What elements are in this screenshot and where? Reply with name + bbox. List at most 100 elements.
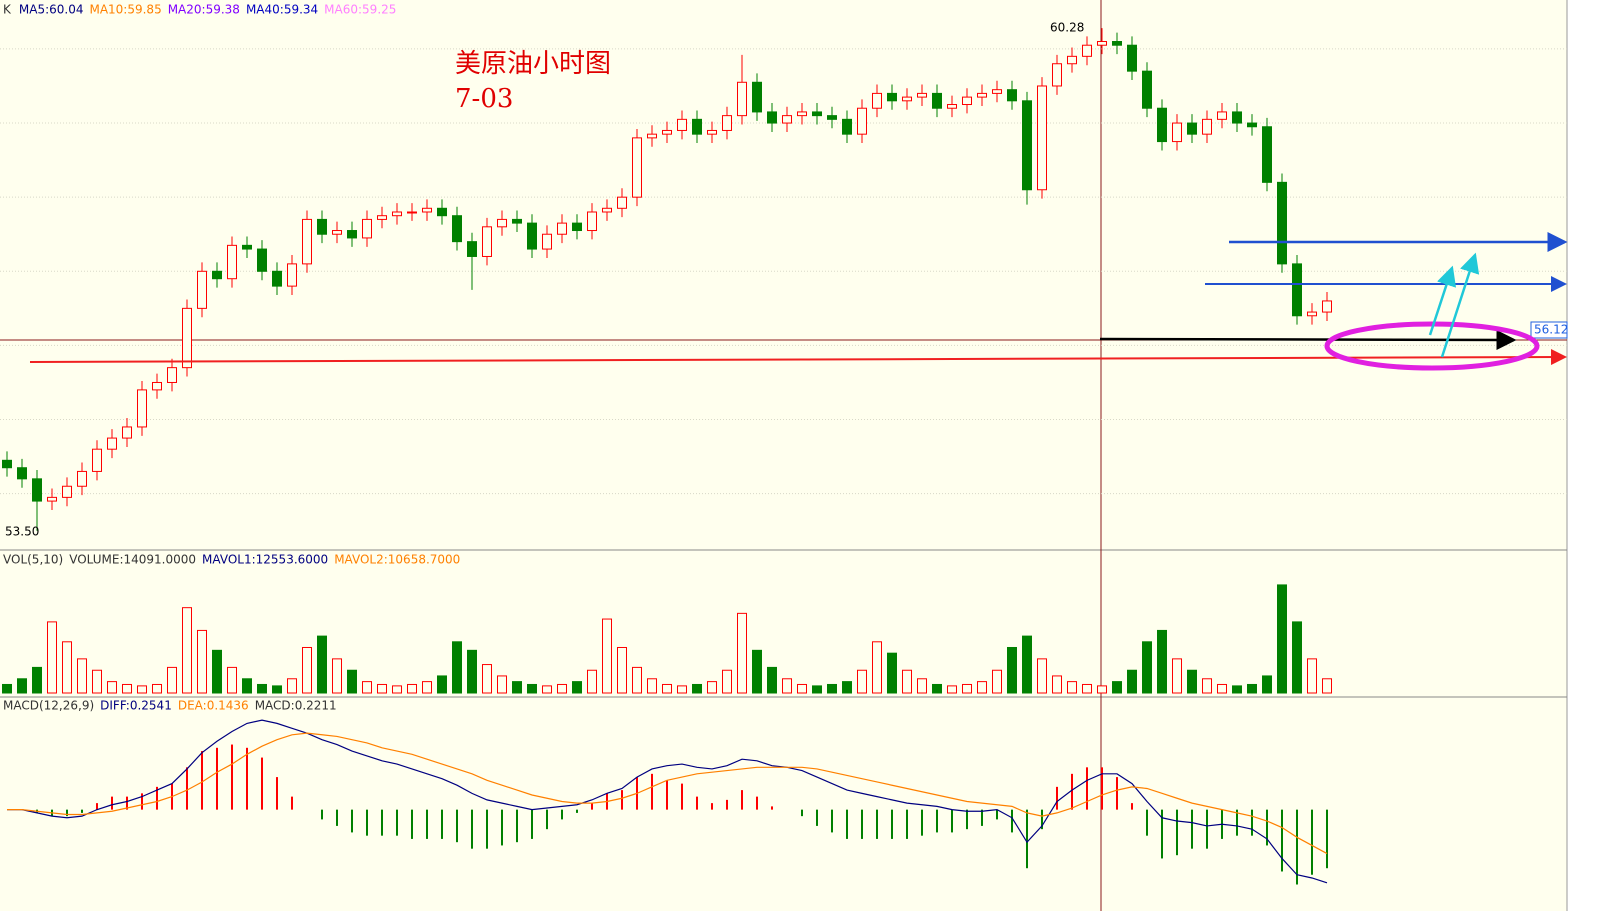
volume-bar [227, 666, 237, 694]
candle-body [1307, 311, 1317, 317]
volume-bar [77, 658, 87, 694]
legend-entry: MACD:0.2211 [255, 699, 337, 713]
candle-body [1037, 85, 1047, 191]
volume-bar [1142, 641, 1152, 694]
candle-body [122, 426, 132, 439]
high-label: 60.28 [1050, 21, 1084, 35]
candle-body [662, 129, 672, 135]
chart-title: 美原油小时图 [455, 49, 611, 79]
volume-bar [92, 669, 102, 694]
candle-body [872, 92, 882, 109]
candle-body [1157, 107, 1167, 143]
legend-entry: DEA:0.1436 [178, 699, 249, 713]
volume-bar [122, 683, 132, 694]
candle-body [182, 307, 192, 369]
dea-line [7, 732, 1328, 855]
volume-bar [242, 678, 252, 694]
volume-bar [752, 649, 762, 694]
volume-bar [302, 646, 312, 694]
volume-bar [497, 675, 507, 694]
candle-body [962, 96, 972, 106]
legend-entry: VOLUME:14091.0000 [69, 553, 196, 567]
candle-body [1172, 122, 1182, 143]
candle-body [167, 367, 177, 383]
candle-body [617, 196, 627, 209]
candle-body [767, 111, 777, 124]
annotation-arrow [29, 349, 1567, 366]
candle-body [512, 218, 522, 224]
candle-body [857, 107, 867, 135]
volume-bar [482, 664, 492, 694]
annotation-arrow [1428, 265, 1457, 336]
candle-body [287, 263, 297, 287]
candle-body [32, 478, 42, 502]
volume-bar [1157, 629, 1167, 694]
panel-label: K [3, 3, 12, 17]
candle-body [1187, 122, 1197, 135]
legend-entry: MA20:59.38 [168, 3, 240, 17]
volume-bar [1262, 675, 1272, 694]
candle-body [782, 115, 792, 124]
candle-body [242, 244, 252, 250]
candle-body [752, 81, 762, 113]
candle-body [212, 270, 222, 280]
volume-bar [992, 669, 1002, 694]
volume-bar [1322, 678, 1332, 694]
candle-body [527, 222, 537, 250]
candle-body [1202, 118, 1212, 135]
candle-body [992, 89, 1002, 94]
volume-bar [1097, 685, 1107, 694]
volume-bar [287, 678, 297, 694]
annotation-ellipse [1324, 321, 1540, 371]
candle-body [197, 270, 207, 309]
volume-bar [767, 666, 777, 694]
candle-body [62, 485, 72, 498]
volume-bar [797, 683, 807, 694]
candle-body [1277, 181, 1287, 265]
legend-entry: MA10:59.85 [89, 3, 161, 17]
volume-bar [827, 683, 837, 694]
legend-entry: MAVOL2:10658.7000 [334, 553, 460, 567]
candle-body [227, 244, 237, 280]
volume-bar [692, 683, 702, 694]
candle-body [1097, 41, 1107, 46]
candle-body [137, 389, 147, 428]
volume-bar [452, 641, 462, 694]
candle-body [707, 129, 717, 135]
volume-bar [932, 683, 942, 694]
volume-bar [977, 681, 987, 694]
candle-body [1112, 41, 1122, 46]
candle-body [452, 215, 462, 243]
volume-bar [737, 612, 747, 694]
diff-line [7, 719, 1328, 884]
candle-body [722, 115, 732, 131]
volume-bar [1082, 683, 1092, 694]
candle-body [692, 118, 702, 135]
volume-bar [1292, 621, 1302, 694]
volume-bar [362, 681, 372, 694]
volume-bar [1037, 658, 1047, 694]
candle-body [407, 211, 417, 214]
volume-bar [152, 683, 162, 694]
volume-bar [137, 685, 147, 694]
candle-body [977, 92, 987, 98]
volume-bar [197, 629, 207, 694]
volume-bar [2, 683, 12, 694]
volume-bar [887, 652, 897, 694]
volume-panel [2, 584, 1332, 694]
volume-bar [1112, 681, 1122, 694]
candle-body [1262, 126, 1272, 183]
volume-bar [62, 641, 72, 694]
volume-bar [347, 669, 357, 694]
candle-body [302, 218, 312, 265]
candle-body [422, 207, 432, 213]
volume-bar [917, 678, 927, 694]
candle-body [1322, 300, 1332, 313]
volume-bar [512, 681, 522, 694]
candle-body [1052, 63, 1062, 87]
volume-bar [272, 685, 282, 694]
macd-panel [7, 719, 1328, 885]
candle-body [92, 448, 102, 472]
candle-body [572, 222, 582, 232]
